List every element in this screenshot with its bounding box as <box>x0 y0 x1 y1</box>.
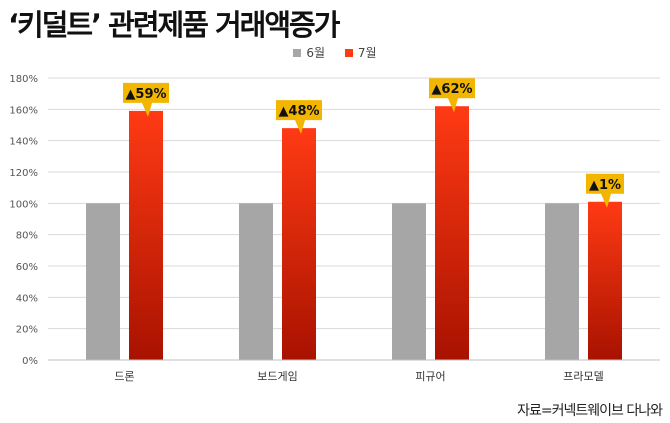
legend-item-july: 7월 <box>344 44 377 61</box>
chart-title: ‘키덜트’ 관련제품 거래액증가 <box>8 8 340 42</box>
bar-july <box>435 106 469 360</box>
callout-label: ▲48% <box>278 104 319 119</box>
callout-label: ▲59% <box>125 87 166 102</box>
bar-july <box>282 128 316 360</box>
y-tick-label: 120% <box>9 168 38 179</box>
y-tick-label: 0% <box>22 356 38 367</box>
y-tick-label: 80% <box>16 231 38 242</box>
legend-swatch-july <box>344 48 353 57</box>
bar-june <box>392 203 426 360</box>
legend-item-june: 6월 <box>293 44 325 61</box>
legend-label-june: 6월 <box>306 46 326 60</box>
callout-box <box>123 82 169 117</box>
callout-label: ▲1% <box>589 178 621 193</box>
x-tick-label: 보드게임 <box>257 370 297 383</box>
y-tick-label: 40% <box>16 293 38 304</box>
x-tick-label: 피규어 <box>415 370 445 383</box>
bar-june <box>86 203 120 360</box>
legend: 6월 7월 <box>0 44 670 61</box>
y-tick-label: 180% <box>9 74 38 85</box>
legend-label-july: 7월 <box>357 46 377 60</box>
x-tick-label: 프라모델 <box>563 370 603 383</box>
y-tick-label: 20% <box>16 325 38 336</box>
bar-june <box>545 203 579 360</box>
x-tick-label: 드론 <box>114 370 134 383</box>
bar-july <box>129 110 163 361</box>
y-tick-label: 160% <box>9 105 38 116</box>
y-tick-label: 100% <box>9 199 38 210</box>
bar-june <box>239 203 273 360</box>
bar-july <box>588 201 622 360</box>
callout-box <box>276 100 322 135</box>
y-tick-label: 140% <box>9 137 38 148</box>
y-tick-label: 60% <box>16 262 38 273</box>
legend-swatch-june <box>293 48 302 57</box>
source-note: 자료=커넥트웨이브 다나와 <box>517 403 663 419</box>
callout-box <box>586 173 624 208</box>
callout-label: ▲62% <box>431 82 472 97</box>
callout-box <box>429 78 475 113</box>
